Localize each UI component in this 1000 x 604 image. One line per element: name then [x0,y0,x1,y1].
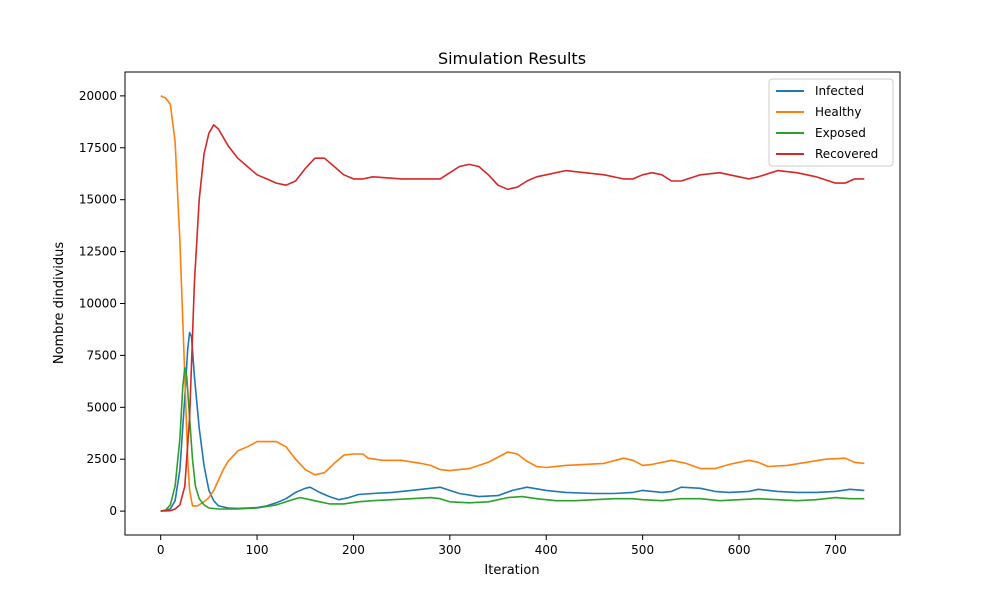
y-tick-label: 20000 [79,89,117,103]
y-tick-label: 2500 [86,452,117,466]
series-line-exposed [160,367,865,512]
x-tick-label: 700 [824,543,847,557]
legend-label-exposed: Exposed [815,126,866,140]
x-tick-label: 400 [535,543,558,557]
x-tick-label: 600 [728,543,751,557]
y-tick-label: 15000 [79,193,117,207]
y-tick-label: 5000 [86,400,117,414]
x-tick-label: 300 [438,543,461,557]
plot-lines [160,95,865,512]
x-axis: 0 100 200 300 400 500 600 700 [157,535,847,557]
x-tick-label: 200 [342,543,365,557]
y-tick-label: 17500 [79,141,117,155]
y-tick-label: 0 [109,504,117,518]
x-tick-label: 500 [631,543,654,557]
x-axis-label: Iteration [484,563,539,578]
chart-title: Simulation Results [438,49,586,68]
series-line-recovered [160,124,865,512]
legend-box [768,78,894,167]
legend: Infected Healthy Exposed Recovered [768,78,894,167]
series-line-healthy [160,95,865,507]
legend-label-healthy: Healthy [815,105,862,119]
series-line-infected [160,331,865,512]
y-axis: 0 2500 5000 7500 10000 12500 15000 17500 20000 [79,89,125,518]
x-tick-label: 100 [246,543,269,557]
y-tick-label: 12500 [79,245,117,259]
y-axis-label: Nombre dindividus [52,242,67,365]
y-tick-label: 10000 [79,297,117,311]
y-tick-label: 7500 [86,348,117,362]
x-tick-label: 0 [157,543,165,557]
legend-label-infected: Infected [815,84,864,98]
legend-label-recovered: Recovered [815,147,878,161]
